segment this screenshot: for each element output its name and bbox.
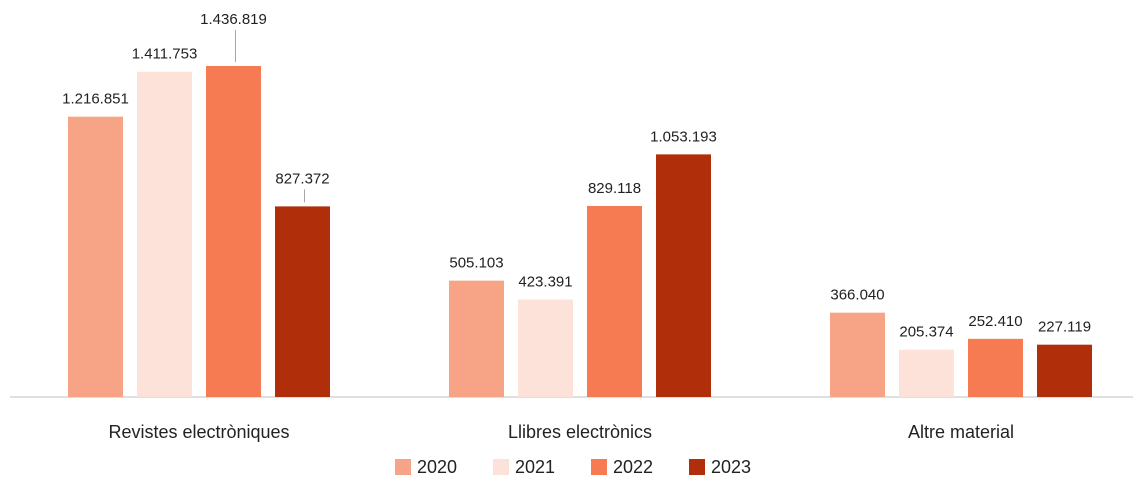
bar [206, 66, 261, 397]
bar [449, 280, 504, 397]
category-label: Llibres electrònics [508, 422, 652, 442]
data-label: 227.119 [1038, 319, 1091, 336]
legend-swatch [591, 459, 607, 475]
bar [899, 349, 954, 397]
legend-label: 2021 [515, 457, 555, 477]
data-label: 252.410 [968, 313, 1022, 330]
bar [68, 116, 123, 398]
bar [275, 206, 330, 397]
legend-swatch [493, 459, 509, 475]
bar [137, 71, 192, 398]
data-label: 205.374 [899, 324, 953, 341]
data-label: 423.391 [518, 273, 572, 290]
data-label: 1.216.851 [62, 91, 129, 108]
bar [1037, 344, 1092, 397]
data-label: 366.040 [830, 287, 884, 304]
bar [968, 338, 1023, 397]
bar [518, 299, 573, 397]
legend-label: 2020 [417, 457, 457, 477]
bar [830, 312, 885, 397]
category-label: Altre material [908, 422, 1014, 442]
data-label: 1.411.753 [132, 46, 198, 63]
bar [656, 154, 711, 397]
legend-label: 2022 [613, 457, 653, 477]
data-label: 829.118 [588, 180, 641, 197]
data-label: 827.372 [275, 170, 329, 187]
bar [587, 205, 642, 397]
data-label: 1.053.193 [650, 128, 717, 145]
legend-swatch [689, 459, 705, 475]
legend-swatch [395, 459, 411, 475]
category-label: Revistes electròniques [108, 422, 289, 442]
legend-label: 2023 [711, 457, 751, 477]
data-label: 1.436.819 [200, 11, 267, 28]
data-label: 505.103 [449, 255, 503, 272]
